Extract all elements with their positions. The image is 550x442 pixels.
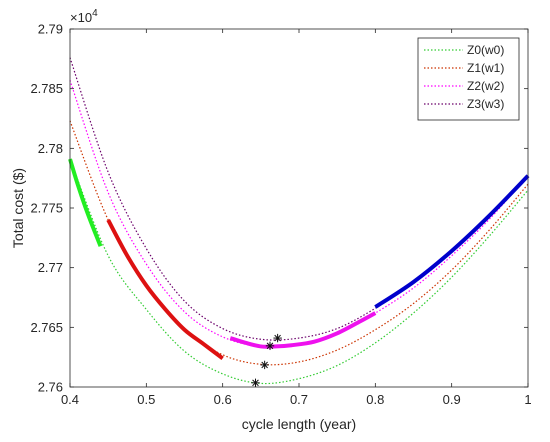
marker-layer	[251, 333, 282, 388]
legend: Z0(w0) Z1(w1) Z2(w2) Z3(w3)	[417, 37, 520, 121]
plot-frame	[69, 28, 529, 388]
y-tick-label: 2.775	[30, 201, 63, 216]
legend-label-z0: Z0(w0)	[467, 43, 504, 57]
optimum-marker	[251, 378, 260, 388]
y-exponent-power: 4	[92, 8, 98, 19]
tick-label-layer: 0.4 0.5 0.6 0.7 0.8 0.9 1 2.76 2.765 2.77 2.775 2.7…	[30, 22, 531, 408]
highlight-layer	[68, 158, 530, 360]
y-exponent-base: ×10	[70, 10, 92, 25]
x-tick-label: 0.8	[366, 392, 384, 407]
legend-label-z1: Z1(w1)	[467, 61, 504, 75]
legend-label-z3: Z3(w3)	[467, 97, 504, 111]
optimum-marker	[260, 360, 269, 370]
x-tick-label: 0.5	[137, 392, 155, 407]
y-tick-label: 2.77	[38, 260, 63, 275]
x-tick-label: 0.4	[61, 392, 79, 407]
highlighted-segment-3	[374, 174, 530, 309]
optimum-marker	[273, 333, 282, 343]
highlighted-segment-2	[229, 311, 377, 349]
highlighted-segment-1	[106, 218, 224, 360]
series-line-z0	[69, 158, 529, 385]
highlighted-segment-0	[68, 158, 103, 247]
y-tick-label: 2.79	[38, 22, 63, 37]
legend-label-z2: Z2(w2)	[467, 79, 504, 93]
legend-items: Z0(w0) Z1(w1) Z2(w2) Z3(w3)	[424, 43, 504, 111]
legend-box	[417, 37, 520, 121]
y-tick-label: 2.78	[38, 141, 63, 156]
y-tick-label: 2.765	[30, 320, 63, 335]
x-tick-label: 0.6	[214, 392, 232, 407]
optimum-marker	[265, 341, 275, 351]
y-tick-label: 2.76	[38, 380, 63, 395]
x-tick-label: 0.9	[443, 392, 461, 407]
y-tick-label: 2.785	[30, 81, 63, 96]
x-tick-label: 1	[524, 392, 531, 407]
x-axis-label: cycle length (year)	[242, 416, 356, 432]
y-exponent-label: ×104	[70, 8, 98, 25]
x-tick-label: 0.7	[290, 392, 308, 407]
y-axis-label: Total cost ($)	[10, 168, 26, 248]
